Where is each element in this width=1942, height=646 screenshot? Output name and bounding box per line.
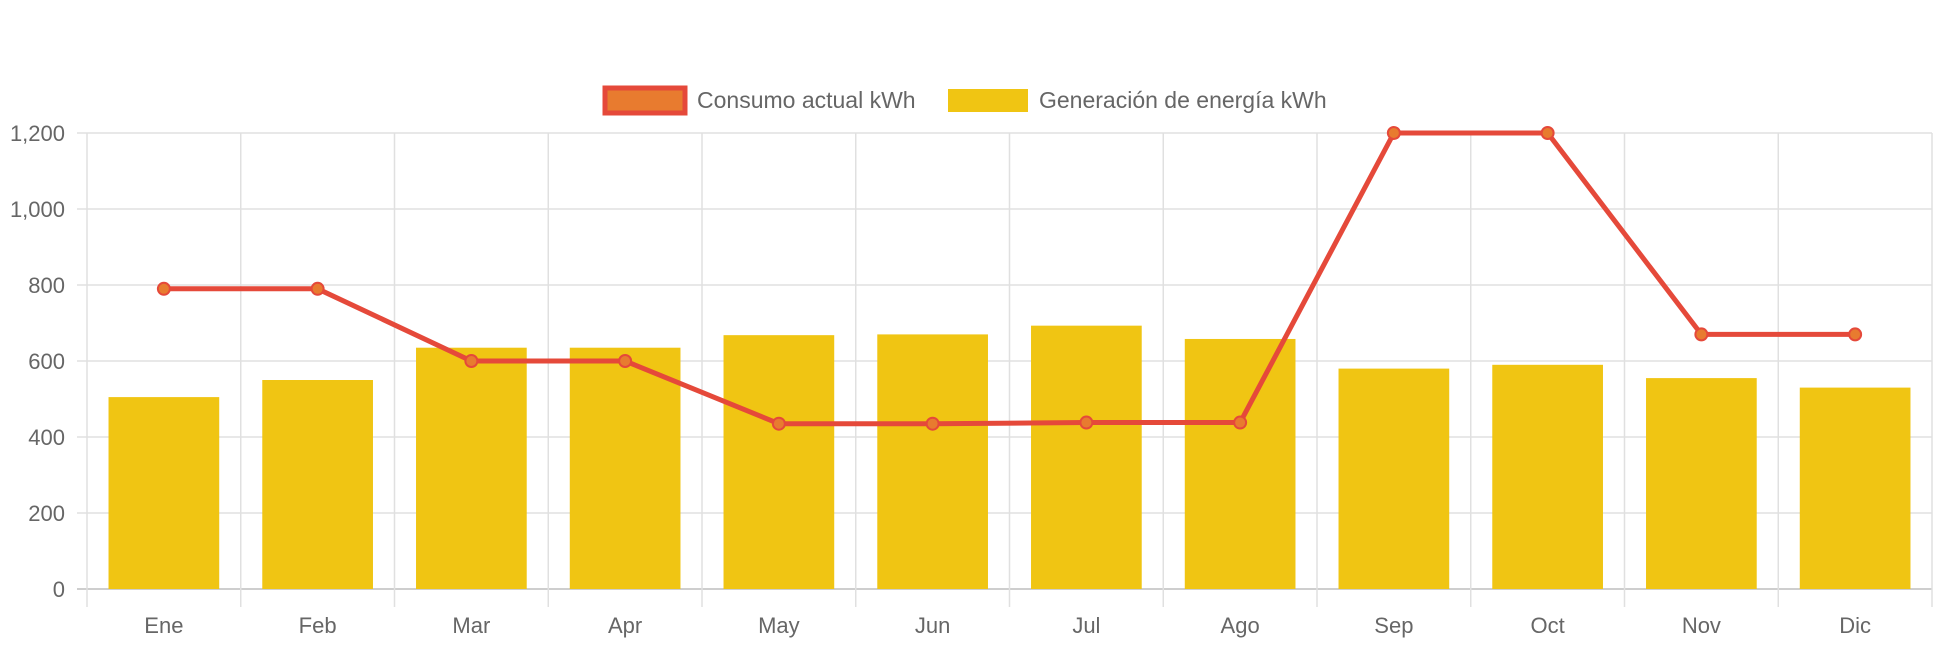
line-point[interactable]: [1694, 327, 1709, 342]
y-tick-label: 800: [28, 273, 65, 298]
legend-label-consumo: Consumo actual kWh: [697, 87, 916, 113]
x-tick-label: Oct: [1531, 613, 1565, 638]
y-tick-label: 200: [28, 501, 65, 526]
y-tick-label: 400: [28, 425, 65, 450]
y-tick-label: 0: [53, 577, 65, 602]
y-tick-label: 1,000: [10, 197, 65, 222]
bar[interactable]: [723, 335, 835, 589]
legend-item-generacion[interactable]: Generación de energía kWh: [948, 87, 1327, 113]
x-tick-label: Apr: [608, 613, 642, 638]
line-point[interactable]: [156, 281, 171, 296]
line-group: [156, 126, 1863, 431]
line-point[interactable]: [925, 416, 940, 431]
line-point[interactable]: [1079, 415, 1094, 430]
legend-swatch-consumo: [602, 85, 688, 116]
bar[interactable]: [1338, 368, 1450, 589]
line-point[interactable]: [1386, 126, 1401, 140]
x-tick-label: Ene: [144, 613, 183, 638]
grid: [77, 132, 1933, 607]
bar[interactable]: [1184, 338, 1296, 589]
bar[interactable]: [877, 334, 988, 589]
x-tick-label: May: [758, 613, 800, 638]
legend-label-generacion: Generación de energía kWh: [1039, 87, 1327, 113]
line-point[interactable]: [310, 281, 325, 296]
line-point[interactable]: [618, 354, 633, 368]
x-tick-label: Dic: [1839, 613, 1871, 638]
bar[interactable]: [1031, 325, 1142, 589]
bar[interactable]: [416, 347, 527, 589]
bar[interactable]: [1646, 378, 1757, 589]
y-tick-label: 600: [28, 349, 65, 374]
line-point[interactable]: [464, 354, 479, 368]
x-axis: Ene Feb Mar Apr May Jun Jul Ago Sep Oct Nov Dic: [144, 613, 1871, 638]
x-tick-label: Mar: [452, 613, 490, 638]
line-series-consumo: [163, 130, 1856, 427]
line-point[interactable]: [1233, 415, 1248, 430]
x-tick-label: Ago: [1221, 613, 1260, 638]
y-tick-label: 1,200: [10, 121, 65, 146]
bar[interactable]: [1799, 387, 1911, 589]
line-point[interactable]: [1540, 126, 1555, 140]
legend-item-consumo[interactable]: Consumo actual kWh: [602, 85, 916, 116]
x-tick-label: Jul: [1072, 613, 1100, 638]
bar[interactable]: [262, 380, 373, 589]
bar[interactable]: [108, 397, 220, 589]
x-tick-label: Nov: [1682, 613, 1721, 638]
bar[interactable]: [569, 347, 681, 589]
bars-group: [108, 325, 1911, 589]
legend-swatch-generacion: [948, 89, 1028, 112]
bar[interactable]: [1492, 364, 1603, 589]
y-axis: 0 200 400 600 800 1,000 1,200: [10, 121, 65, 602]
legend: Consumo actual kWh Generación de energía…: [602, 85, 1327, 116]
line-point[interactable]: [1848, 327, 1863, 342]
x-tick-label: Feb: [299, 613, 337, 638]
x-tick-label: Jun: [915, 613, 950, 638]
line-point[interactable]: [771, 416, 786, 431]
x-tick-label: Sep: [1374, 613, 1413, 638]
